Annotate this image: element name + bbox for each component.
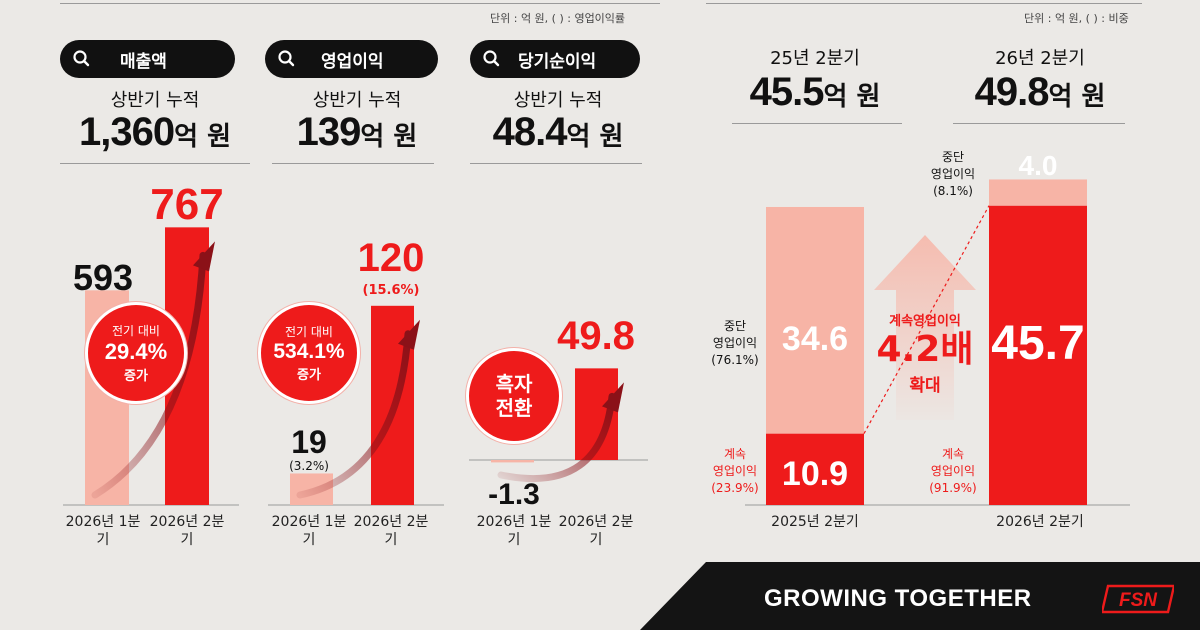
growth-caption: 계속영업이익 (889, 314, 961, 329)
change-badge-revenue: 전기 대비 29.4% 증가 (85, 302, 187, 404)
header-rule (470, 163, 642, 164)
bar-value-label: 19 (291, 424, 327, 460)
pill-op-income: 영업이익 (265, 40, 438, 78)
category-label: 2026년 2분기 (996, 514, 1084, 530)
header-rule (272, 163, 434, 164)
segment-value-label: 45.7 (991, 317, 1085, 370)
segment-value-label: 4.0 (1018, 150, 1058, 181)
arrow-head (602, 382, 624, 413)
growth-big-arrow (874, 235, 976, 420)
op-income-sub: 상반기 누적 (312, 90, 402, 111)
segment-value-label: 34.6 (781, 320, 849, 358)
change-badge-net-income: 흑자 전환 (466, 348, 562, 444)
dashed-connector (863, 205, 990, 434)
net-income-sub: 상반기 누적 (513, 90, 603, 111)
bar-value-label: -1.3 (488, 478, 540, 511)
top-rule-left (60, 3, 660, 4)
continuing-label-25: 계속 영업이익 (23.9%) (711, 447, 759, 495)
period-label-26: 26년 2분기 (995, 48, 1085, 69)
growth-arrow (497, 392, 616, 482)
category-label: 2026년 1분기 (65, 514, 141, 548)
tagline: GROWING TOGETHER (764, 585, 1032, 612)
growth-suffix: 확대 (909, 376, 941, 396)
growth-value: 4.2배 (876, 329, 974, 370)
pill-revenue-label: 매출액 (120, 51, 167, 72)
top-rule-right (706, 3, 1142, 4)
bar-value-label: 767 (150, 180, 224, 229)
change-badge-op-income: 전기 대비 534.1% 증가 (258, 302, 360, 404)
unit-note-left: 단위 : 억 원, ( ) : 영업이익률 (490, 12, 626, 25)
growth-annotation: 계속영업이익 4.2배 확대 (870, 310, 980, 396)
category-label: 2026년 1분기 (476, 514, 552, 548)
svg-text:FSN: FSN (1119, 590, 1158, 611)
period-label-25: 25년 2분기 (770, 48, 860, 69)
bar (491, 460, 534, 463)
category-label: 2026년 2분기 (353, 514, 429, 548)
pill-net-income: 당기순이익 (470, 40, 640, 78)
net-income-total: 48.4억 원 (492, 110, 624, 154)
search-icon (73, 50, 90, 67)
continuing-label-26: 계속 영업이익 (91.9%) (929, 447, 977, 495)
pill-revenue: 매출액 (60, 40, 235, 78)
period-total-26: 49.8억 원 (974, 70, 1106, 114)
pill-op-income-label: 영업이익 (321, 51, 384, 72)
revenue-total: 1,360억 원 (78, 110, 231, 154)
bar-discontinued (989, 179, 1087, 206)
pill-net-income-label: 당기순이익 (518, 51, 597, 72)
segment-value-label: 10.9 (781, 455, 849, 493)
category-label: 2026년 2분기 (558, 514, 634, 548)
revenue-sub: 상반기 누적 (110, 90, 200, 111)
category-label: 2026년 1분기 (271, 514, 347, 548)
fsn-logo: FSN (1102, 584, 1174, 614)
header-rule (732, 123, 902, 124)
op-income-total: 139억 원 (296, 110, 418, 154)
header-rule (60, 163, 250, 164)
category-label: 2025년 2분기 (771, 514, 859, 530)
bar-value-label: 120 (357, 236, 425, 280)
growth-arrow (91, 251, 207, 499)
footer-banner (640, 562, 1200, 630)
growth-arrow (296, 330, 412, 499)
bar-discontinued (766, 206, 864, 434)
bar-value-label: 49.8 (557, 314, 635, 358)
period-total-25: 45.5억 원 (749, 70, 881, 114)
right-stacked-chart (745, 179, 1130, 506)
discontinued-label-25: 중단 영업이익 (76.1%) (711, 319, 759, 367)
margin-label: (15.6%) (362, 283, 420, 298)
arrow-head (193, 241, 215, 272)
header-rule (953, 123, 1125, 124)
bar-continuing (766, 433, 864, 505)
category-label: 2026년 2분기 (149, 514, 225, 548)
unit-note-right: 단위 : 억 원, ( ) : 비중 (1024, 12, 1129, 25)
bar-value-label: 593 (72, 257, 134, 298)
search-icon (278, 50, 295, 67)
bar-continuing (989, 205, 1087, 506)
margin-label: (3.2%) (289, 459, 329, 473)
discontinued-label-26: 중단 영업이익 (8.1%) (930, 150, 976, 198)
arrow-head (398, 319, 420, 350)
search-icon (483, 50, 500, 67)
